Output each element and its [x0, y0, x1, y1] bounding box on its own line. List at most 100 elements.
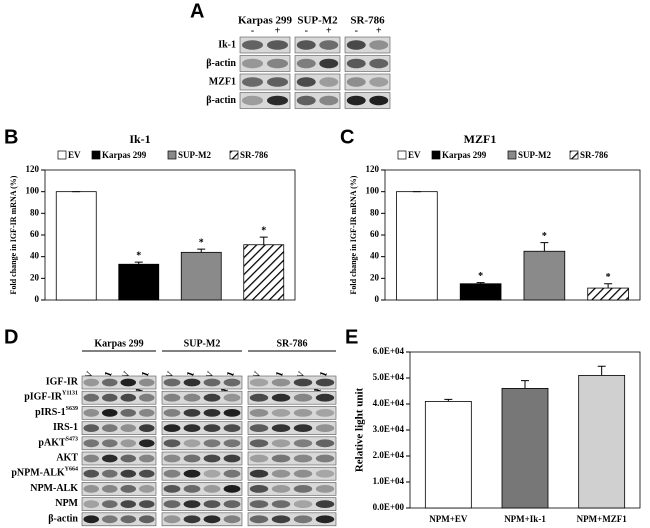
blot-band	[101, 469, 118, 478]
blot-strip	[81, 451, 157, 466]
blot-band	[203, 439, 221, 448]
y-tick-label: 80	[370, 207, 380, 217]
blot-band	[249, 515, 269, 524]
y-tick-label: 5.0E+04	[373, 372, 405, 382]
legend-label: SR-786	[580, 150, 609, 160]
blot-band	[223, 439, 241, 448]
blot-band	[120, 485, 137, 493]
blot-strip	[81, 497, 157, 511]
significance: *	[478, 271, 483, 282]
bar	[459, 283, 502, 301]
x-tick-label: NPM+EV	[429, 514, 468, 524]
blot-band	[315, 469, 335, 478]
blot-band	[163, 500, 181, 508]
blot-band	[249, 409, 269, 417]
blot-strip	[81, 421, 157, 435]
blot-band	[249, 439, 269, 448]
blot-strip	[161, 451, 243, 466]
significance: *	[606, 272, 611, 283]
blot-band	[369, 95, 389, 106]
blot-band	[369, 77, 389, 87]
blot-band	[163, 485, 181, 493]
blot-strip	[239, 55, 291, 72]
bar	[180, 251, 222, 301]
blot-strip	[161, 512, 243, 527]
blot-band	[319, 40, 339, 50]
blot-band	[319, 95, 339, 106]
y-tick-label: 1.0E+04	[373, 476, 405, 486]
blot-band	[120, 409, 137, 417]
y-tick-label: 60	[370, 229, 380, 239]
blot-band	[138, 469, 155, 478]
blot-band	[101, 485, 118, 493]
error-bar	[444, 398, 453, 402]
blot-band	[163, 424, 181, 432]
blot-band	[223, 424, 241, 432]
y-tick-label: 0.0E+00	[373, 502, 405, 512]
blot-band	[271, 424, 291, 432]
lane-label: -	[251, 25, 254, 36]
row-label-name: NPM	[55, 498, 78, 509]
y-tick-label: 0	[375, 294, 380, 304]
row-label: NPM-ALK	[30, 483, 78, 494]
blot-band	[319, 77, 339, 87]
blot-band	[183, 424, 201, 432]
blot-band	[203, 393, 221, 402]
blot-band	[223, 500, 241, 508]
blot-band	[242, 40, 263, 50]
blot-strip	[81, 375, 157, 390]
row-label-name: pNPM-ALK	[11, 468, 65, 479]
row-label-name: IGF-IR	[46, 377, 79, 388]
blot-band	[203, 469, 221, 478]
blot-band	[249, 469, 269, 478]
panel-label: A	[190, 0, 204, 22]
error-bar	[259, 236, 268, 245]
blot-band	[249, 424, 269, 432]
y-tick-label: 60	[30, 229, 40, 239]
row-label-name: NPM-ALK	[30, 483, 78, 494]
blot-band	[120, 454, 137, 463]
row-label-sup: Y664	[65, 467, 78, 473]
legend-label: SUP-M2	[178, 150, 211, 160]
blot-band	[315, 378, 335, 387]
blot-band	[296, 40, 316, 50]
blot-strip	[247, 451, 337, 466]
blot-strip	[161, 390, 243, 405]
chart-title: MZF1	[464, 132, 497, 146]
blot-band	[163, 378, 181, 387]
blot-strip	[81, 436, 157, 451]
legend-label: SUP-M2	[518, 150, 551, 160]
row-label-name: IRS-1	[53, 422, 78, 433]
legend-swatch	[569, 150, 579, 160]
blot-band	[138, 424, 155, 432]
legend-swatch	[229, 150, 239, 160]
y-tick-label: 4.0E+04	[373, 398, 405, 408]
legend-label: Karpas 299	[102, 150, 147, 160]
legend-swatch	[57, 150, 67, 160]
blot-band	[203, 515, 221, 524]
blot-strip	[161, 421, 243, 435]
blot-band	[271, 393, 291, 402]
blot-band	[163, 439, 181, 448]
lane-label: +	[376, 25, 382, 36]
blot-band	[271, 454, 291, 463]
blot-band	[249, 378, 269, 387]
panel-label: B	[4, 126, 18, 148]
blot-band	[203, 485, 221, 493]
blot-band	[120, 393, 137, 402]
blot-band	[203, 454, 221, 463]
blot-band	[83, 439, 100, 448]
legend-swatch	[507, 150, 517, 160]
blot-band	[346, 77, 366, 87]
blot-band	[83, 454, 100, 463]
blot-band	[293, 454, 313, 463]
y-tick-label: 80	[30, 207, 40, 217]
blot-strip	[81, 482, 157, 496]
error-bar	[521, 380, 529, 389]
bar	[118, 263, 160, 301]
y-tick-label: 40	[30, 251, 40, 261]
blot-band	[138, 378, 155, 387]
legend-label: EV	[68, 150, 81, 160]
row-label: β-actin	[206, 58, 236, 69]
blot-strip	[247, 466, 337, 481]
